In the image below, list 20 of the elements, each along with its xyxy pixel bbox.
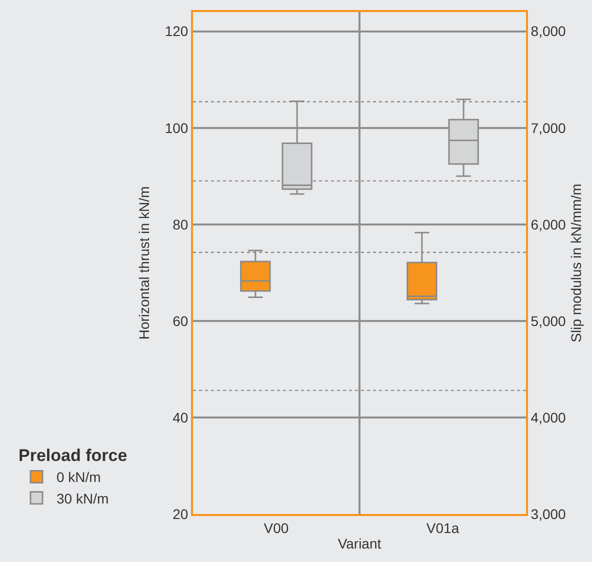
y2-tick-label: 7,000 [530,120,566,136]
y-tick-label: 60 [172,312,188,329]
legend-title: Preload force [18,446,128,466]
y2-tick-label: 8,000 [530,23,566,40]
y2-tick-label: 3,000 [530,506,566,522]
x-axis-title: Variant [338,536,382,552]
legend-label: 30 kN/m [56,490,109,506]
y-tick-label: 120 [164,23,188,40]
legend-label: 0 kN/m [56,469,101,486]
y-tick-label: 80 [172,216,188,232]
y2-tick-label: 4,000 [530,409,566,426]
x-tick-label: V01a [426,520,460,536]
x-tick-label: V00 [264,520,289,536]
y-tick-label: 20 [172,506,188,522]
y2-tick-label: 6,000 [530,216,566,232]
y-tick-label: 40 [172,409,188,426]
y-axis-title: Horizontal thrust in kN/m [136,186,152,340]
y-tick-label: 100 [164,120,188,136]
y2-axis-title: Slip modulus in kN/mm/m [568,184,584,342]
y2-tick-label: 5,000 [530,312,566,329]
